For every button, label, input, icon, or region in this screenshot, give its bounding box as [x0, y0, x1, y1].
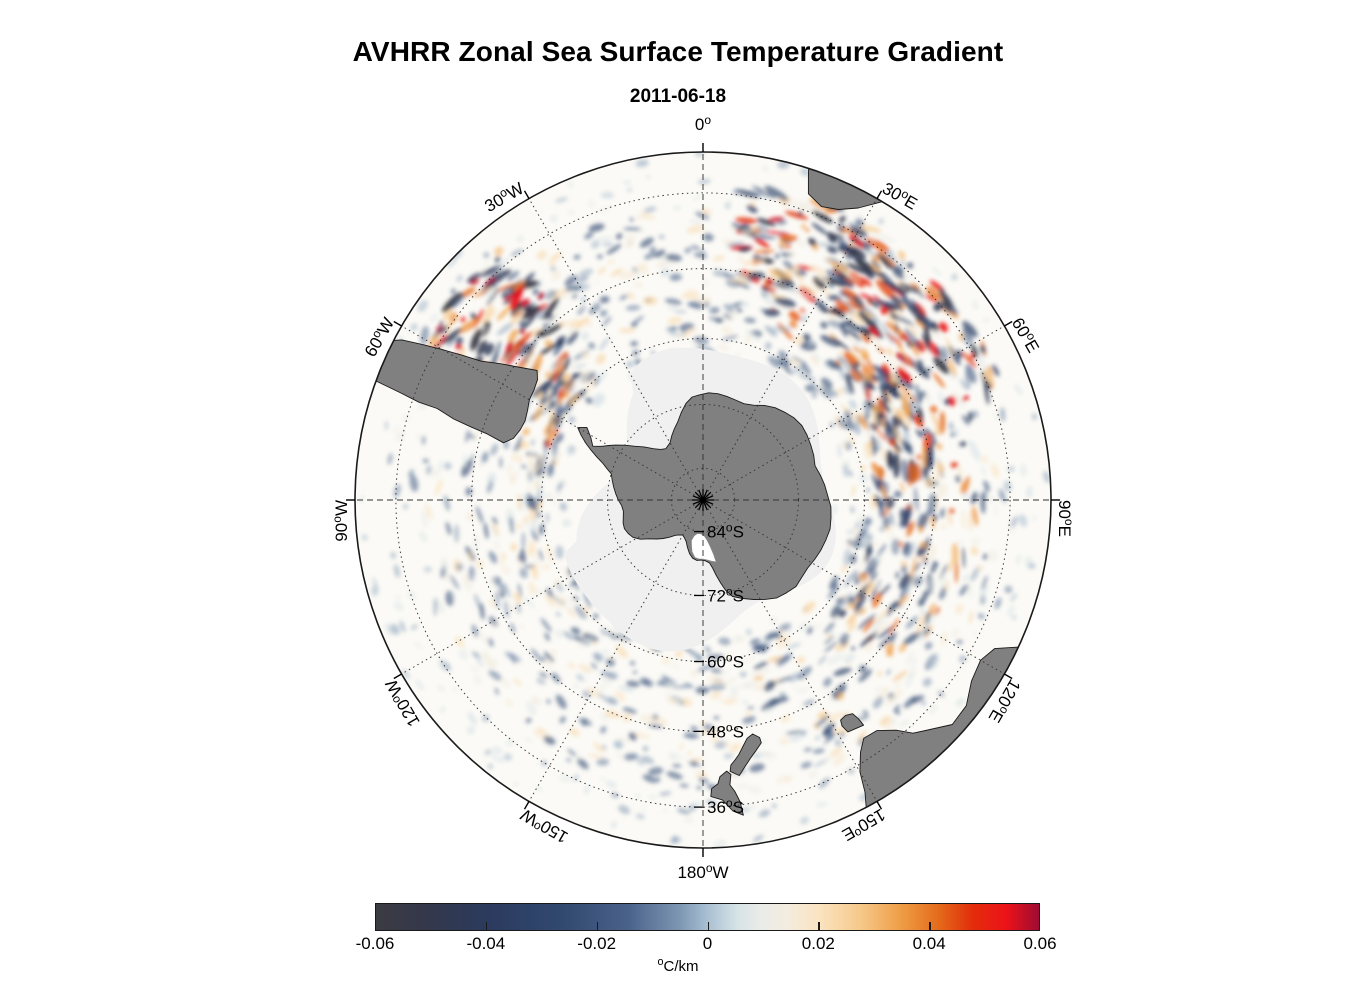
longitude-label: 60oE — [1008, 314, 1045, 357]
colorbar-tick-label: 0.06 — [1023, 934, 1057, 953]
colorbar-tick — [596, 922, 599, 931]
colorbar-tick — [485, 922, 488, 931]
colorbar-tick-label: -0.02 — [577, 934, 617, 953]
colorbar-tick-label: 0.04 — [912, 934, 946, 953]
colorbar-tick — [818, 922, 820, 931]
colorbar-tick-label: -0.04 — [466, 934, 506, 953]
longitude-label: 90oW — [330, 500, 351, 542]
colorbar-tick-labels: -0.06 -0.04 -0.02 0 0.02 0.04 0.06 — [0, 934, 1356, 962]
colorbar-tick — [707, 922, 710, 931]
chart-title: AVHRR Zonal Sea Surface Temperature Grad… — [352, 36, 1004, 67]
longitude-label: 180oW — [677, 861, 728, 882]
colorbar-tick-label: -0.06 — [355, 934, 395, 953]
latitude-label: 36oS — [707, 796, 744, 817]
colorbar-tick-label: 0.02 — [801, 934, 835, 953]
colorbar-ticks — [375, 903, 1040, 931]
polar-map-svg: 0o30oE60oE90oE120oE150oE180oW150oW120oW9… — [330, 113, 1076, 882]
latitude-label: 72oS — [707, 585, 744, 606]
longitude-label: 90oE — [1055, 500, 1076, 537]
colorbar-unit-label: oC/km — [657, 956, 699, 975]
latitude-label: 60oS — [707, 651, 744, 672]
colorbar-tick — [929, 922, 931, 931]
latitude-label: 84oS — [707, 521, 744, 542]
latitude-label: 48oS — [707, 720, 744, 741]
chart-subtitle: 2011-06-18 — [629, 86, 727, 107]
polar-map: 0o 30oE 60oE 90oE 120oE 150oE 180oW 150oW 120oW 9… — [0, 110, 1356, 890]
longitude-label: 0o — [695, 113, 711, 134]
colorbar-tick-label: 0 — [702, 934, 713, 953]
